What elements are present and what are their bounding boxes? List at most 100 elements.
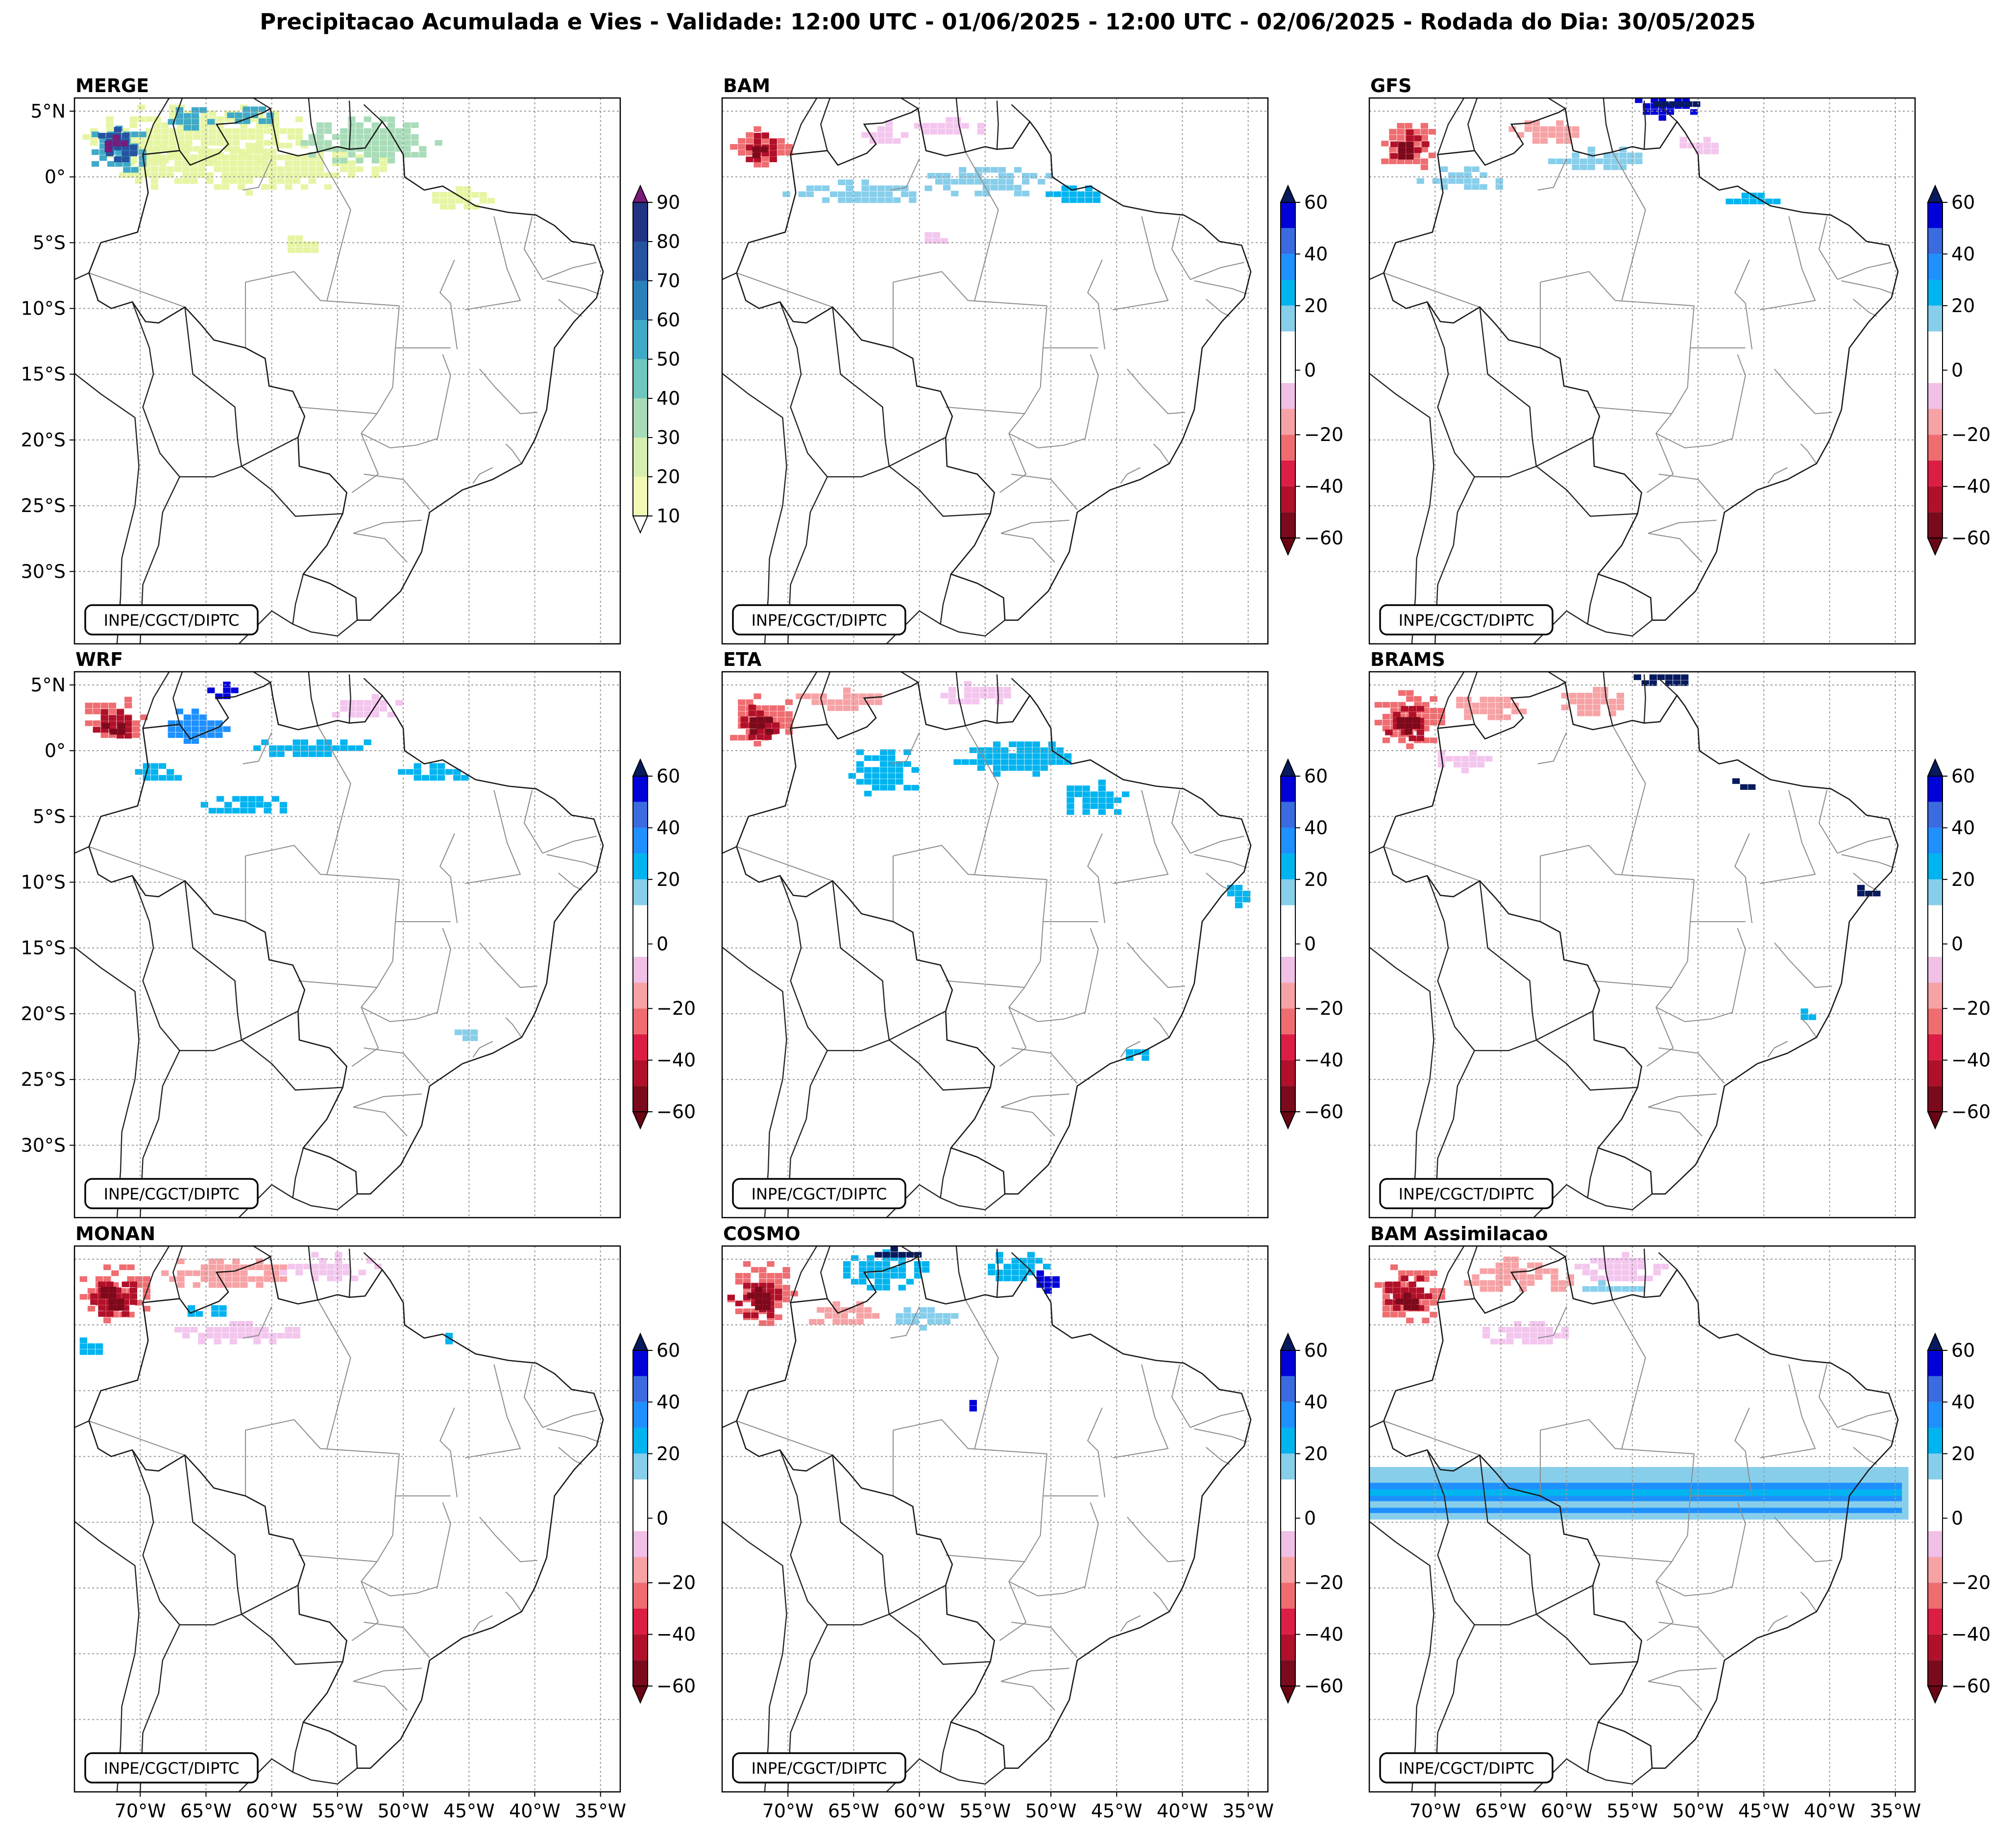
field-cell xyxy=(1590,1275,1598,1281)
field-cell xyxy=(364,152,371,158)
field-cell xyxy=(996,1270,1003,1275)
colorbar-segment xyxy=(633,320,648,359)
field-cell xyxy=(1495,184,1503,190)
field-cell xyxy=(903,761,911,767)
colorbar-segment xyxy=(1928,1557,1943,1583)
field-cell xyxy=(208,1270,217,1276)
field-cell xyxy=(311,247,319,253)
state-border xyxy=(965,151,999,301)
colorbar-extend-min xyxy=(1927,538,1943,556)
field-patch-dry xyxy=(279,1252,382,1281)
country-border xyxy=(955,1246,966,1300)
field-cell xyxy=(1412,158,1420,164)
field-cell xyxy=(279,1276,288,1282)
field-cell xyxy=(395,146,403,152)
field-cell xyxy=(129,1299,137,1305)
field-patch-wet xyxy=(135,763,182,781)
field-cell xyxy=(208,1282,217,1288)
field-cell xyxy=(1519,709,1527,714)
lon-tick-label: 45°W xyxy=(1091,1800,1142,1822)
field-cell xyxy=(777,138,785,144)
field-cell xyxy=(182,1327,190,1333)
colorbar-segment xyxy=(1281,280,1295,306)
credit-frame xyxy=(84,1752,259,1784)
field-patch-wet xyxy=(874,1246,922,1258)
colorbar-segment xyxy=(1928,1060,1943,1086)
lon-tick-label: 50°W xyxy=(1673,1800,1724,1822)
field-cell xyxy=(859,1261,867,1267)
field-cell xyxy=(1572,164,1579,171)
field-cell xyxy=(1424,1293,1432,1299)
field-cell xyxy=(1019,1264,1027,1270)
field-cell xyxy=(751,1289,759,1295)
country-border xyxy=(1479,880,1593,1041)
field-cell xyxy=(1540,138,1548,144)
field-cell xyxy=(885,185,893,191)
field-cell xyxy=(1024,747,1032,753)
field-cell xyxy=(216,140,224,146)
field-cell xyxy=(1011,1275,1019,1281)
field-cell xyxy=(1530,1333,1537,1339)
panel-title: WRF xyxy=(75,649,123,670)
state-border xyxy=(1593,1554,1672,1563)
country-border xyxy=(790,1246,818,1303)
field-cell xyxy=(914,1273,922,1279)
field-cell xyxy=(851,705,859,711)
colorbar-tick-label: 40 xyxy=(1951,243,1975,265)
field-cell xyxy=(1495,1286,1503,1292)
field-cell xyxy=(264,807,271,814)
field-cell xyxy=(1695,148,1703,154)
field-cell xyxy=(300,154,308,160)
field-cell xyxy=(285,745,292,751)
field-cell xyxy=(777,717,785,723)
field-cell xyxy=(191,125,199,131)
credit-box: INPE/CGCT/DIPTC xyxy=(1379,1752,1554,1784)
field-cell xyxy=(988,692,996,699)
field-cell xyxy=(216,134,224,140)
brazil-outline xyxy=(736,107,1252,621)
state-border xyxy=(999,1581,1027,1641)
field-cell xyxy=(1030,173,1038,179)
field-cell xyxy=(221,166,229,172)
field-cell xyxy=(364,146,371,152)
field-cell xyxy=(253,143,261,148)
field-cell xyxy=(1406,129,1414,135)
field-cell xyxy=(1393,724,1401,730)
state-border xyxy=(1008,928,1099,1023)
field-cell xyxy=(440,198,448,204)
field-cell xyxy=(959,179,967,185)
field-cell xyxy=(1405,723,1412,729)
field-cell xyxy=(1385,1299,1393,1305)
field-cell xyxy=(1498,1339,1506,1345)
field-cell xyxy=(969,759,977,765)
field-cell xyxy=(240,802,248,808)
field-cell xyxy=(371,706,379,712)
field-cell xyxy=(146,140,153,146)
field-cell xyxy=(1741,193,1749,198)
field-cell xyxy=(1506,1339,1514,1345)
field-cell xyxy=(285,143,292,148)
field-cell xyxy=(214,1333,221,1339)
state-border xyxy=(1540,271,1695,307)
field-cell xyxy=(1732,778,1740,784)
field-cell xyxy=(319,1264,327,1270)
field-patch-wet xyxy=(79,1337,103,1355)
colorbar-tick-label: −20 xyxy=(1951,424,1991,445)
field-cell xyxy=(174,166,182,172)
colorbar-segment xyxy=(633,1531,648,1557)
field-cell xyxy=(1514,1333,1522,1339)
field-cell xyxy=(1487,703,1495,709)
state-border xyxy=(1837,262,1892,280)
field-cell xyxy=(752,152,760,158)
country-border xyxy=(253,672,271,683)
field-cell xyxy=(1406,690,1414,696)
field-cell xyxy=(746,729,753,735)
field-cell xyxy=(279,1270,288,1275)
field-cell xyxy=(240,122,248,128)
country-border xyxy=(779,875,828,1218)
field-cell xyxy=(311,1275,319,1281)
field-cell xyxy=(100,1287,108,1293)
field-cell xyxy=(269,166,277,172)
colorbar-extend-min xyxy=(1280,538,1296,556)
